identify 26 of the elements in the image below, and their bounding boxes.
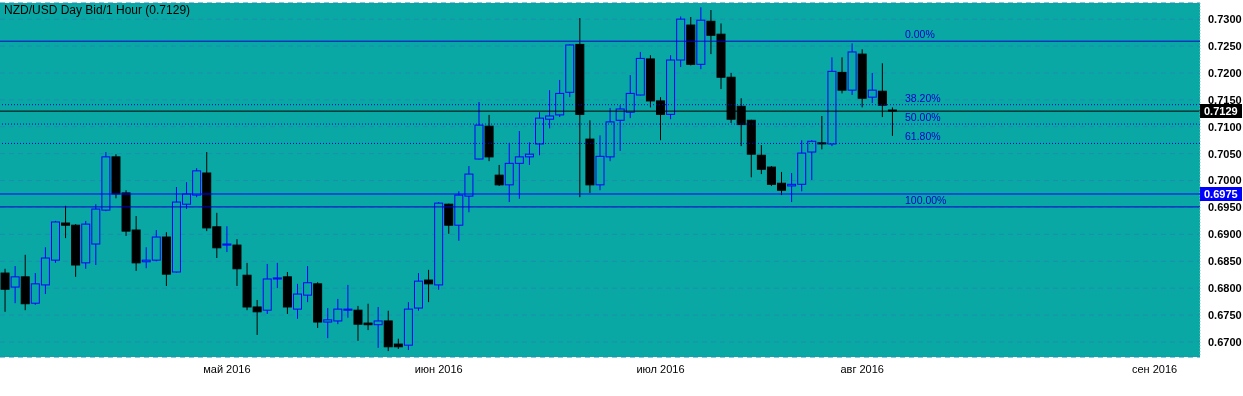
y-tick-label: 0.7000	[1208, 174, 1242, 187]
y-tick-label: 0.7300	[1208, 13, 1242, 26]
annotation: 0.00%	[905, 28, 935, 41]
y-tick-label: 0.7100	[1208, 120, 1242, 133]
ref-line-label: 0.6975	[1200, 186, 1242, 201]
x-tick-label: июн 2016	[414, 362, 463, 375]
y-tick-label: 0.7250	[1208, 39, 1242, 52]
y-tick-label: 0.7050	[1208, 147, 1242, 160]
annotation: 50.00%	[905, 111, 941, 124]
y-tick-label: 0.7200	[1208, 66, 1242, 79]
annotation: 100.00%	[905, 193, 947, 206]
y-tick-label: 0.6700	[1208, 335, 1242, 348]
ref-line-label: 0.7129	[1200, 104, 1242, 119]
x-tick-label: июл 2016	[636, 362, 685, 375]
y-tick-label: 0.6800	[1208, 282, 1242, 295]
chart-title: NZD/USD Day Bid/1 Hour (0.7129)	[4, 3, 191, 17]
annotation: 61.80%	[905, 130, 941, 143]
x-tick-label: май 2016	[203, 362, 251, 375]
y-tick-label: 0.6750	[1208, 308, 1242, 321]
x-tick-label: авг 2016	[840, 362, 884, 375]
y-tick-label: 0.6850	[1208, 255, 1242, 268]
y-tick-label: 0.6950	[1208, 201, 1242, 214]
y-tick-label: 0.6900	[1208, 228, 1242, 241]
x-tick-label: сен 2016	[1132, 362, 1178, 375]
y-tick-label: 0.7150	[1208, 93, 1242, 106]
annotation: 38.20%	[905, 91, 941, 104]
